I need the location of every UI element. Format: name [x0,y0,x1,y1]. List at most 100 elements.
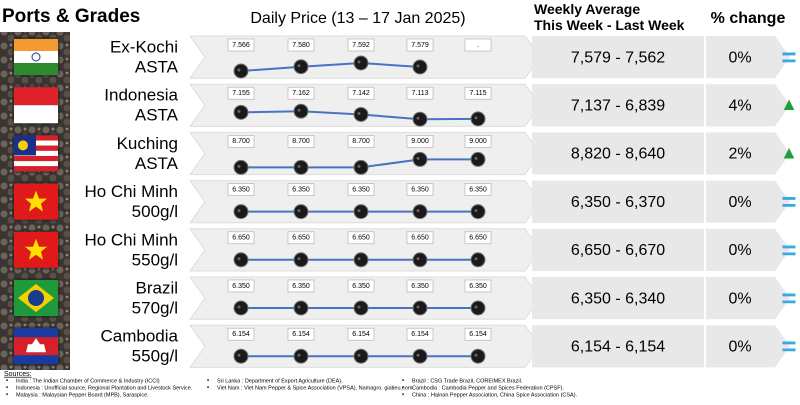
price-label-box [464,135,492,148]
price-label: 6.154 [352,331,370,338]
bullet: • [6,386,8,392]
price-label: 6.650 [469,235,487,242]
trend: = [781,331,796,361]
pepper-dot [470,204,486,220]
trend: = [781,42,796,72]
pepper-dot [233,104,249,120]
f [25,190,47,212]
pepper-grain [357,305,361,309]
pepper-dot [353,55,369,71]
change-cell [706,325,790,368]
bullet: • [6,379,8,385]
weekly-header: Weekly Average This Week - Last Week [534,1,685,33]
f [14,161,58,167]
change-cell [706,84,790,127]
f [31,52,41,62]
price-label-box [287,135,315,148]
port-name: Kuching [117,134,178,153]
price-label: 7.592 [352,42,370,49]
change-value: 0% [728,242,751,259]
pepper-dot [353,300,369,316]
grade: 570g/l [132,298,178,317]
pepper-grain [357,111,361,115]
price-label-box [227,327,255,341]
price-line [240,61,421,72]
price-label-box [464,86,492,100]
price-label-box [464,231,492,245]
pepper-grain [474,209,478,213]
grade: ASTA [135,154,179,173]
price-label-box [464,327,492,341]
price-label: 6.350 [352,283,370,290]
price-label: 8.700 [352,138,370,145]
bullet: • [207,386,209,392]
flag [12,85,60,126]
ports-header: Ports & Grades [2,6,140,27]
price-label-box [287,38,315,52]
price-label: 7.142 [352,90,370,97]
pepper-grain [474,353,478,357]
sources-title: Sources: [4,371,32,378]
pepper-grain [474,156,478,160]
f [14,105,58,124]
change-cell [706,277,790,320]
trend: = [781,235,796,265]
flag [12,229,60,270]
pepper-dot [233,252,249,268]
price-label: 6.350 [292,186,310,193]
weekly-cell [532,325,704,368]
price-label: 6.154 [411,331,429,338]
port-name: Ho Chi Minh [84,230,178,249]
change-value: 2% [728,146,751,163]
bullet: • [402,379,404,385]
price-label: 6.154 [292,331,310,338]
daily-header: Daily Price (13 – 17 Jan 2025) [250,10,465,27]
pepper-grain [416,257,420,261]
price-label-box [347,86,375,100]
price-label-box [347,231,375,245]
pepper-grain [297,209,301,213]
change-cell [706,132,790,175]
price-label: 6.350 [411,283,429,290]
price-label-box [464,183,492,196]
bullet: • [207,379,209,385]
pepper-dot [353,159,369,175]
f [18,140,28,151]
price-label-box [227,183,255,196]
price-label: 6.350 [411,186,429,193]
change-value: 0% [728,339,751,356]
price-label: 6.350 [292,283,310,290]
source-item: China : Hainan Pepper Association, China… [412,392,578,398]
price-label-box [347,327,375,341]
pepper-dot [470,300,486,316]
weekly-value: 7,579 - 7,562 [571,49,665,66]
price-label-box [406,231,434,245]
f [14,51,58,63]
pepper-dot [293,252,309,268]
price-label: 6.154 [232,331,250,338]
port-name: Ho Chi Minh [84,182,178,201]
price-label: 7.162 [292,90,310,97]
pepper-dot [412,348,428,364]
pepper-grain [474,305,478,309]
price-label: 6.650 [232,235,250,242]
f [14,39,58,51]
pepper-grain [297,64,301,68]
source-item: Brazil : CSG Trade Brazil, COREIMEX Braz… [412,378,523,384]
pepper-dot [412,252,428,268]
change-value: 0% [728,194,751,211]
weekly-cell [532,36,704,79]
pepper-grain [237,209,241,213]
pepper-dot [293,300,309,316]
weekly-cell [532,84,704,127]
pepper-grain [357,60,361,64]
pepper-dot [470,111,486,127]
pepper-dot [412,59,428,75]
price-label: 6.650 [292,235,310,242]
bullet: • [402,393,404,399]
price-label: 6.350 [232,283,250,290]
price-label: 6.350 [232,186,250,193]
